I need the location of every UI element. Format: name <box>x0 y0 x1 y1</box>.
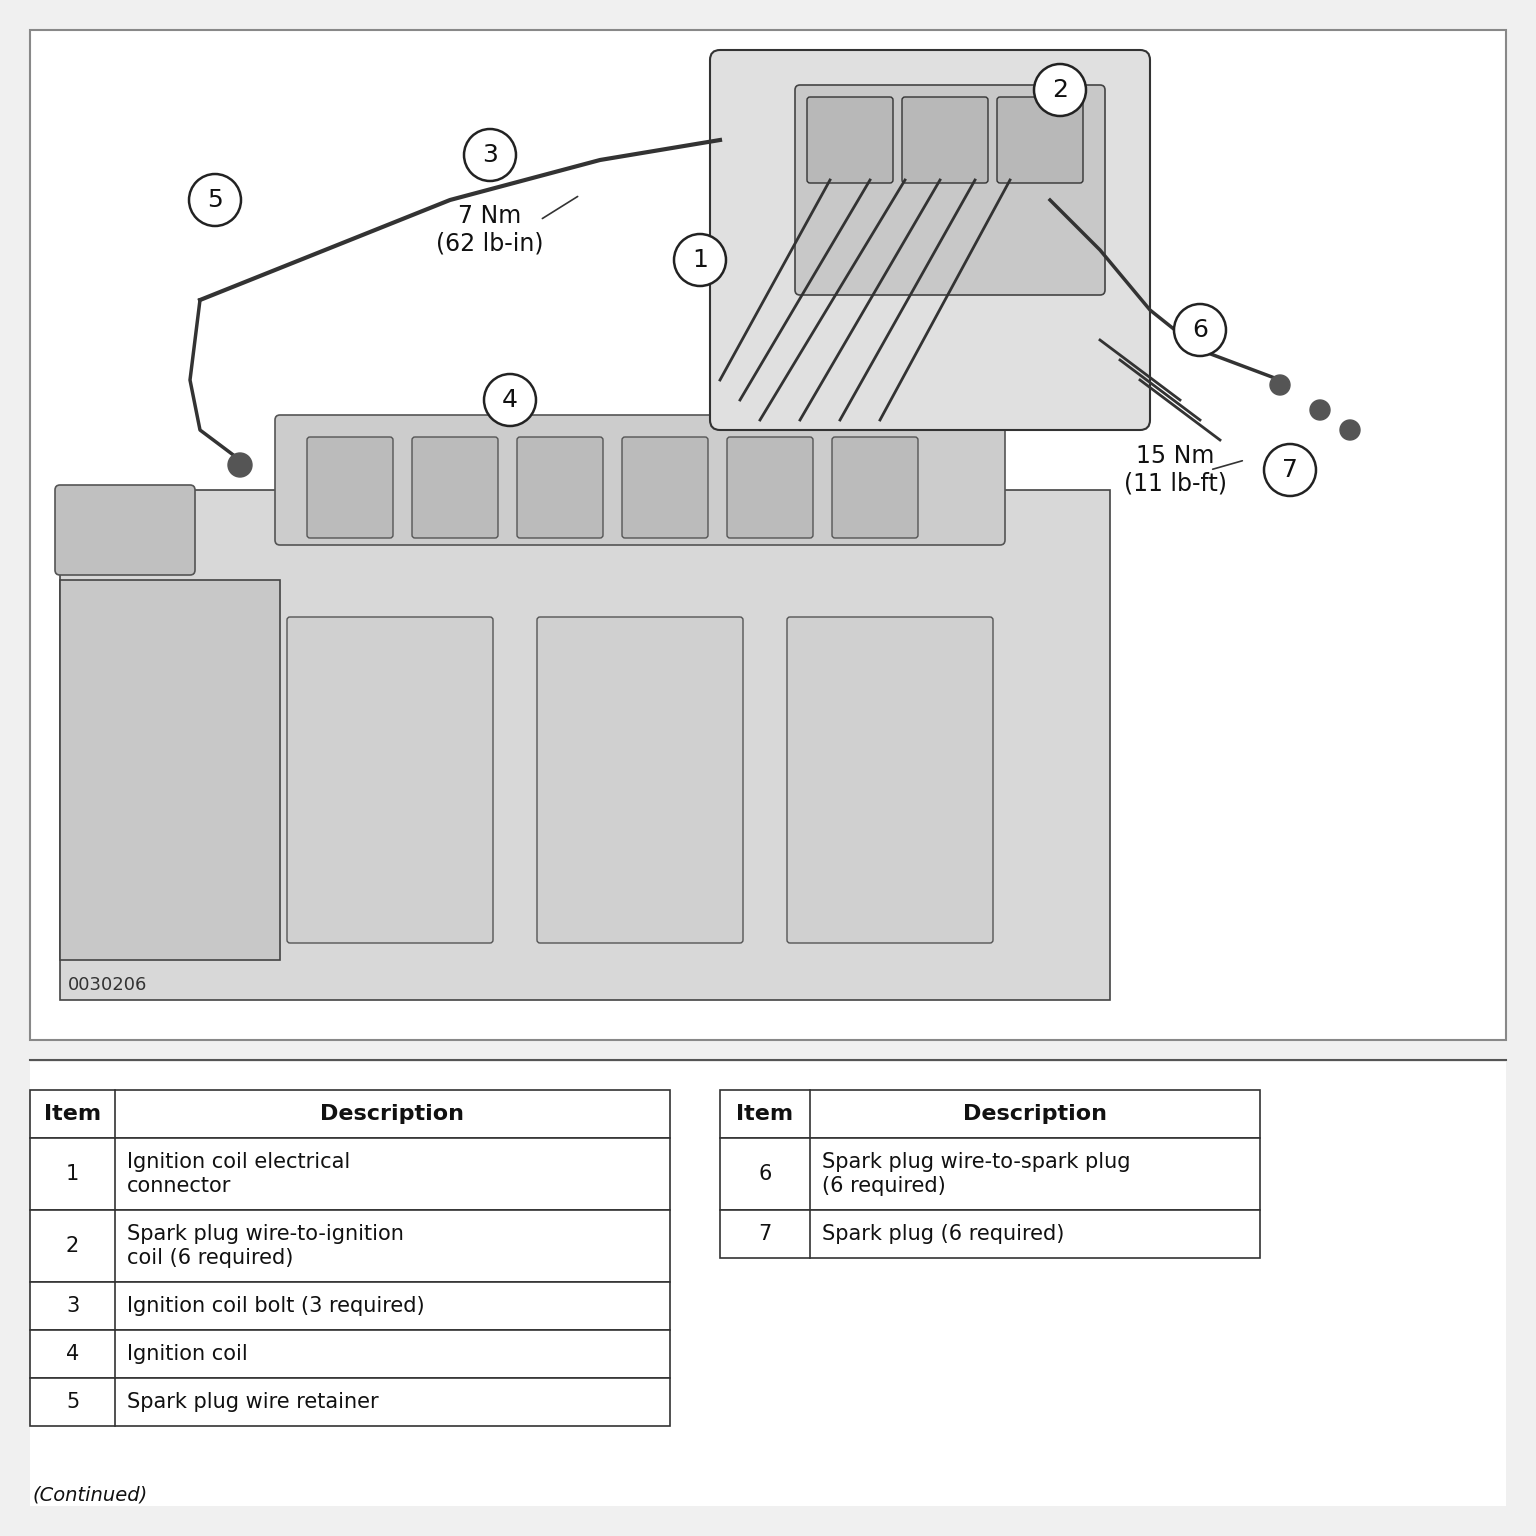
FancyBboxPatch shape <box>833 438 919 538</box>
Circle shape <box>674 233 727 286</box>
FancyBboxPatch shape <box>31 1061 1505 1505</box>
FancyBboxPatch shape <box>31 1091 670 1138</box>
Circle shape <box>464 129 516 181</box>
FancyBboxPatch shape <box>31 1283 670 1330</box>
Text: Spark plug (6 required): Spark plug (6 required) <box>822 1224 1064 1244</box>
FancyBboxPatch shape <box>31 31 1505 1040</box>
Text: (Continued): (Continued) <box>32 1485 147 1504</box>
FancyBboxPatch shape <box>997 97 1083 183</box>
Text: 7 Nm
(62 lb-in): 7 Nm (62 lb-in) <box>436 204 544 257</box>
Text: 6: 6 <box>759 1164 771 1184</box>
FancyBboxPatch shape <box>720 1210 1260 1258</box>
Text: 3: 3 <box>66 1296 80 1316</box>
Text: 1: 1 <box>693 247 708 272</box>
Text: Description: Description <box>963 1104 1107 1124</box>
Text: 15 Nm
(11 lb-ft): 15 Nm (11 lb-ft) <box>1123 444 1227 496</box>
Circle shape <box>1310 399 1330 419</box>
FancyBboxPatch shape <box>55 485 195 574</box>
Text: 4: 4 <box>66 1344 80 1364</box>
Text: 6: 6 <box>1192 318 1207 343</box>
Circle shape <box>1034 65 1086 117</box>
FancyBboxPatch shape <box>31 1210 670 1283</box>
Text: 7: 7 <box>1283 458 1298 482</box>
FancyBboxPatch shape <box>786 617 992 943</box>
Text: 2: 2 <box>66 1236 80 1256</box>
Circle shape <box>1270 375 1290 395</box>
Text: 4: 4 <box>502 389 518 412</box>
FancyBboxPatch shape <box>412 438 498 538</box>
Text: Spark plug wire-to-ignition
coil (6 required): Spark plug wire-to-ignition coil (6 requ… <box>127 1224 404 1267</box>
FancyBboxPatch shape <box>60 581 280 960</box>
Circle shape <box>1339 419 1359 439</box>
FancyBboxPatch shape <box>275 415 1005 545</box>
Circle shape <box>1174 304 1226 356</box>
Text: Ignition coil bolt (3 required): Ignition coil bolt (3 required) <box>127 1296 424 1316</box>
Text: Ignition coil electrical
connector: Ignition coil electrical connector <box>127 1152 350 1195</box>
Text: 1: 1 <box>66 1164 80 1184</box>
Text: 2: 2 <box>1052 78 1068 101</box>
Circle shape <box>189 174 241 226</box>
FancyBboxPatch shape <box>31 1330 670 1378</box>
Text: Spark plug wire-to-spark plug
(6 required): Spark plug wire-to-spark plug (6 require… <box>822 1152 1130 1195</box>
Text: 0030206: 0030206 <box>68 975 147 994</box>
FancyBboxPatch shape <box>727 438 813 538</box>
Circle shape <box>484 373 536 425</box>
FancyBboxPatch shape <box>806 97 892 183</box>
Circle shape <box>227 453 252 478</box>
Text: Spark plug wire retainer: Spark plug wire retainer <box>127 1392 379 1412</box>
Circle shape <box>1264 444 1316 496</box>
FancyBboxPatch shape <box>902 97 988 183</box>
FancyBboxPatch shape <box>307 438 393 538</box>
FancyBboxPatch shape <box>720 1091 1260 1138</box>
Text: 5: 5 <box>66 1392 80 1412</box>
FancyBboxPatch shape <box>31 1378 670 1425</box>
FancyBboxPatch shape <box>720 1138 1260 1210</box>
Text: Ignition coil: Ignition coil <box>127 1344 247 1364</box>
FancyBboxPatch shape <box>710 51 1150 430</box>
FancyBboxPatch shape <box>622 438 708 538</box>
Text: Description: Description <box>321 1104 464 1124</box>
Text: 5: 5 <box>207 187 223 212</box>
Text: Item: Item <box>736 1104 794 1124</box>
FancyBboxPatch shape <box>538 617 743 943</box>
Text: 7: 7 <box>759 1224 771 1244</box>
FancyBboxPatch shape <box>287 617 493 943</box>
Text: 3: 3 <box>482 143 498 167</box>
FancyBboxPatch shape <box>60 490 1111 1000</box>
FancyBboxPatch shape <box>796 84 1104 295</box>
FancyBboxPatch shape <box>31 1138 670 1210</box>
FancyBboxPatch shape <box>518 438 604 538</box>
Text: Item: Item <box>45 1104 101 1124</box>
